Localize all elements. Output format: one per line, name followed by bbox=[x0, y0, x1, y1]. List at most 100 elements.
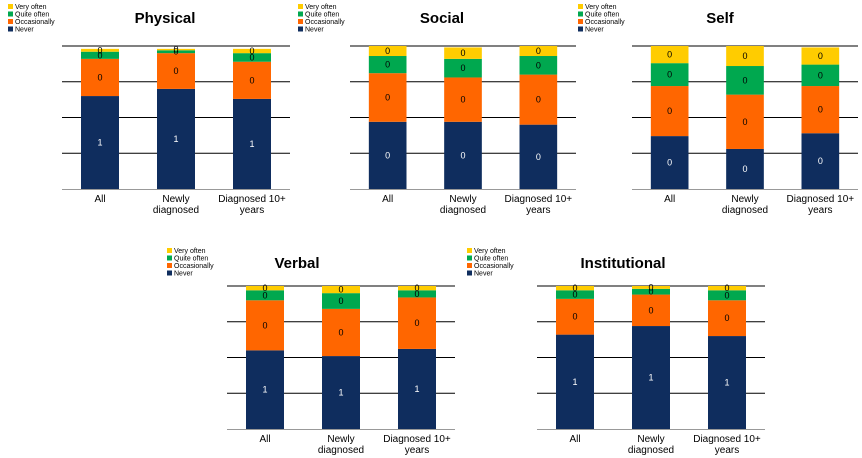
data-label-never-newly-diagnosed: 1 bbox=[173, 134, 178, 144]
x-tick-label-diagnosed-10-years: Diagnosed 10+ years bbox=[218, 194, 286, 216]
bar-occasionally-diagnosed-10-years bbox=[398, 297, 436, 349]
bar-very-often-newly-diagnosed bbox=[444, 47, 482, 59]
legend-swatch-never bbox=[467, 270, 472, 276]
bar-quite-often-all bbox=[650, 63, 689, 87]
data-label-never-all: 0 bbox=[385, 150, 390, 160]
legend-swatch-occasionally bbox=[8, 19, 13, 24]
data-label-very-often-all: 0 bbox=[97, 45, 102, 55]
bar-very-often-newly-diagnosed bbox=[157, 48, 195, 51]
bar-occasionally-newly-diagnosed bbox=[726, 94, 764, 149]
data-label-very-often-diagnosed-10-years: 0 bbox=[724, 283, 729, 293]
data-label-occasionally-all: 0 bbox=[667, 106, 672, 116]
data-label-quite-often-newly-diagnosed: 0 bbox=[173, 47, 178, 57]
data-label-occasionally-newly-diagnosed: 0 bbox=[648, 305, 653, 315]
data-label-never-all: 0 bbox=[667, 158, 672, 168]
legend-swatch-occasionally bbox=[167, 263, 172, 268]
legend-label-never: Never bbox=[585, 27, 604, 34]
data-label-very-often-newly-diagnosed: 0 bbox=[648, 282, 653, 292]
bar-never-newly-diagnosed bbox=[157, 88, 195, 189]
data-label-never-diagnosed-10-years: 0 bbox=[818, 156, 823, 166]
bar-quite-often-all bbox=[81, 51, 119, 59]
x-tick-label-diagnosed-10-years: Diagnosed 10+ years bbox=[787, 194, 855, 216]
x-tick-label-newly-diagnosed: Newly diagnosed bbox=[153, 194, 199, 216]
bar-never-diagnosed-10-years bbox=[708, 336, 746, 429]
x-tick-label-newly-diagnosed: Newly diagnosed bbox=[440, 194, 486, 216]
data-label-quite-often-newly-diagnosed: 0 bbox=[742, 75, 747, 85]
chart-title: Physical bbox=[135, 10, 196, 27]
data-label-never-all: 1 bbox=[572, 377, 577, 387]
data-label-occasionally-diagnosed-10-years: 0 bbox=[249, 75, 254, 85]
bar-occasionally-diagnosed-10-years bbox=[233, 61, 271, 99]
legend-label-quite-often: Quite often bbox=[474, 256, 508, 263]
x-tick-label-newly-diagnosed: Newly diagnosed bbox=[628, 434, 674, 456]
data-label-never-diagnosed-10-years: 1 bbox=[249, 139, 254, 149]
data-label-very-often-diagnosed-10-years: 0 bbox=[249, 46, 254, 56]
bar-quite-often-newly-diagnosed bbox=[444, 58, 482, 78]
data-label-occasionally-all: 0 bbox=[572, 312, 577, 322]
legend-swatch-never bbox=[8, 26, 13, 32]
data-label-never-diagnosed-10-years: 0 bbox=[536, 152, 541, 162]
data-label-quite-often-diagnosed-10-years: 0 bbox=[536, 60, 541, 70]
data-label-occasionally-diagnosed-10-years: 0 bbox=[414, 318, 419, 328]
legend-swatch-never bbox=[578, 26, 583, 32]
x-tick-label-all: All bbox=[259, 434, 270, 445]
bar-never-newly-diagnosed bbox=[726, 148, 764, 189]
x-tick-label-newly-diagnosed: Newly diagnosed bbox=[722, 194, 768, 216]
data-label-occasionally-newly-diagnosed: 0 bbox=[460, 95, 465, 105]
data-label-very-often-all: 0 bbox=[572, 283, 577, 293]
data-label-never-newly-diagnosed: 0 bbox=[460, 150, 465, 160]
data-label-very-often-all: 0 bbox=[262, 283, 267, 293]
legend-label-occasionally: Occasionally bbox=[305, 19, 345, 26]
data-label-quite-often-newly-diagnosed: 0 bbox=[460, 63, 465, 73]
bar-never-diagnosed-10-years bbox=[519, 124, 558, 189]
legend-swatch-very-often bbox=[578, 4, 583, 9]
x-tick-label-all: All bbox=[569, 434, 580, 445]
chart-title: Verbal bbox=[274, 255, 319, 272]
bar-very-often-newly-diagnosed bbox=[726, 46, 764, 67]
bar-never-all bbox=[650, 136, 689, 189]
legend-label-occasionally: Occasionally bbox=[15, 19, 55, 26]
bar-occasionally-newly-diagnosed bbox=[444, 77, 482, 122]
legend-swatch-quite-often bbox=[8, 11, 13, 17]
legend-swatch-very-often bbox=[298, 4, 303, 9]
data-label-very-often-newly-diagnosed: 0 bbox=[338, 285, 343, 295]
bar-very-often-diagnosed-10-years bbox=[708, 286, 746, 291]
legend-swatch-occasionally bbox=[467, 263, 472, 268]
bar-never-all bbox=[81, 96, 119, 189]
legend-label-never: Never bbox=[305, 27, 324, 34]
bar-occasionally-all bbox=[556, 298, 594, 335]
bar-quite-often-newly-diagnosed bbox=[322, 293, 360, 309]
x-tick-label-newly-diagnosed: Newly diagnosed bbox=[318, 434, 364, 456]
bar-quite-often-diagnosed-10-years bbox=[398, 290, 436, 298]
legend-swatch-very-often bbox=[167, 248, 172, 253]
legend-label-very-often: Very often bbox=[174, 248, 206, 255]
data-label-occasionally-all: 0 bbox=[97, 72, 102, 82]
bar-quite-often-diagnosed-10-years bbox=[519, 56, 558, 75]
legend-swatch-occasionally bbox=[298, 19, 303, 24]
bar-never-diagnosed-10-years bbox=[801, 133, 840, 189]
bar-occasionally-newly-diagnosed bbox=[632, 294, 670, 327]
bar-occasionally-diagnosed-10-years bbox=[519, 74, 558, 125]
bar-very-often-diagnosed-10-years bbox=[801, 47, 840, 65]
bar-never-all bbox=[556, 334, 594, 429]
legend-label-quite-often: Quite often bbox=[305, 12, 339, 19]
data-label-never-all: 1 bbox=[97, 138, 102, 148]
data-label-very-often-all: 0 bbox=[385, 46, 390, 56]
data-label-occasionally-newly-diagnosed: 0 bbox=[173, 66, 178, 76]
bar-quite-often-all bbox=[368, 56, 407, 74]
bar-quite-often-diagnosed-10-years bbox=[708, 290, 746, 301]
bar-quite-often-newly-diagnosed bbox=[726, 66, 764, 95]
bar-occasionally-diagnosed-10-years bbox=[708, 300, 746, 337]
data-label-very-often-newly-diagnosed: 0 bbox=[173, 45, 178, 55]
data-label-occasionally-diagnosed-10-years: 0 bbox=[724, 313, 729, 323]
legend-label-occasionally: Occasionally bbox=[585, 19, 625, 26]
legend-swatch-quite-often bbox=[167, 255, 172, 261]
x-tick-label-all: All bbox=[94, 194, 105, 205]
bar-never-all bbox=[246, 350, 284, 429]
data-label-very-often-diagnosed-10-years: 0 bbox=[414, 283, 419, 293]
legend-swatch-very-often bbox=[8, 4, 13, 9]
bar-very-often-all bbox=[556, 286, 594, 291]
bar-never-newly-diagnosed bbox=[322, 356, 360, 429]
bar-very-often-all bbox=[81, 48, 119, 52]
